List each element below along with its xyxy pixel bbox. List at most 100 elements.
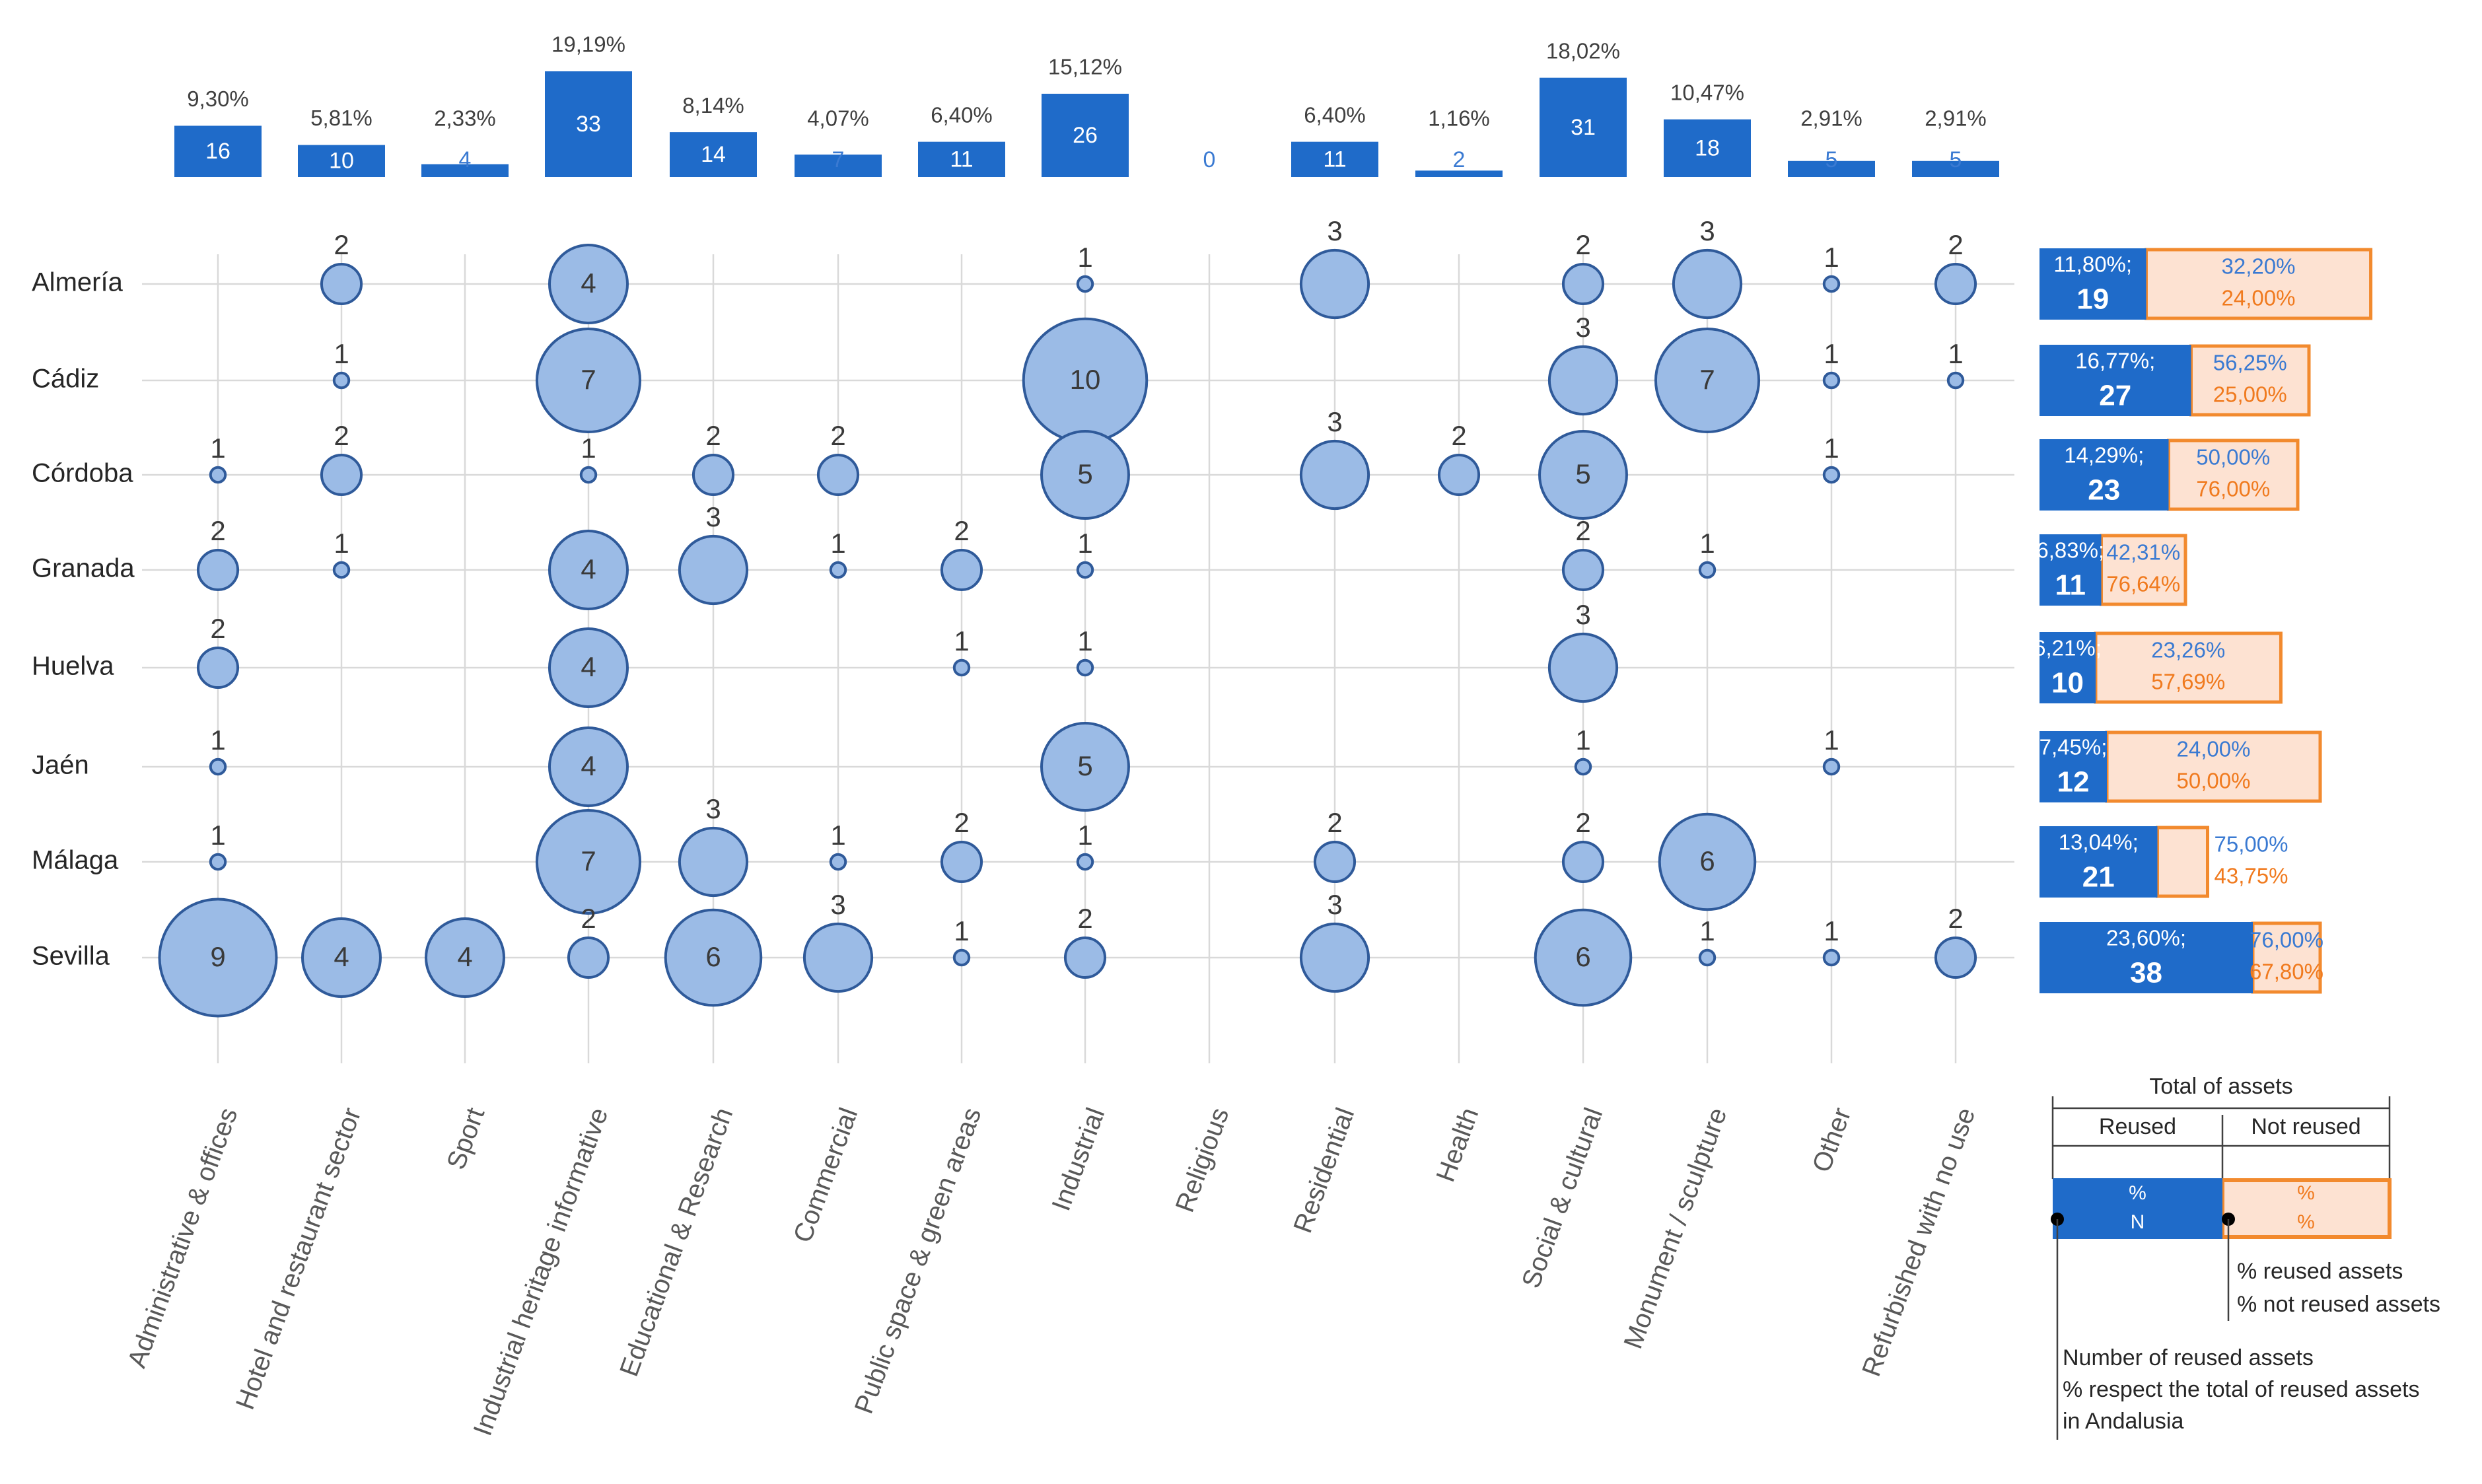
category-total-label: 18 [1695,135,1720,160]
reused-bar [2039,922,2253,993]
bubble [1040,722,1130,812]
bubble [1672,248,1743,320]
bubble [678,826,749,898]
category-total-label: 11 [1323,147,1346,172]
bubble [1822,948,1841,967]
not-reused-bar [2105,730,2322,803]
bubble [1547,632,1619,703]
category-total-label: 4 [459,147,472,172]
bubble-value-label: 5 [1077,458,1092,489]
category-total-bar [1788,160,1875,177]
legend-box-percent-orange-2: % [2297,1211,2315,1233]
reused-bar [2039,826,2158,898]
reused-percent-label: 23,60%; [2106,926,2186,950]
bubble [1076,561,1094,579]
bubble-value-label: 7 [581,364,596,395]
category-percent-label: 4,07% [807,106,869,131]
bubble-value-label: 2 [954,515,969,546]
category-percent-label: 8,14% [682,93,744,118]
bubble [1437,453,1481,497]
bubble [1934,936,1977,979]
bubble-value-label: 10 [1070,364,1101,395]
reused-share-label: 42,31% [2106,540,2180,565]
bubble [1063,936,1107,979]
reused-share-label: 76,00% [2250,928,2323,952]
bubble-value-label: 2 [1575,515,1590,546]
bubble-value-label: 9 [210,941,225,972]
reused-share-label: 50,00% [2196,445,2270,470]
reused-percent-label: 7,45%; [2039,735,2108,760]
category-total-bar [918,141,1005,177]
category-total-bar [174,125,262,177]
bubble-value-label: 2 [1575,807,1590,838]
legend-box-percent: % [2129,1182,2146,1204]
category-total-bar [545,71,632,177]
category-total-label: 11 [950,147,973,172]
category-axis-label: Hotel and restaurant sector [230,1104,367,1413]
category-axis-label: Health [1431,1104,1484,1186]
category-axis-label: Industrial heritage informative [468,1104,614,1440]
bubble-value-label: 2 [334,229,349,260]
not-reused-share-label: 25,00% [2213,382,2287,407]
bubble [332,371,351,390]
province-label: Sevilla [32,942,110,971]
bubble [1698,948,1717,967]
legend-note-andalusia: in Andalusia [2063,1409,2183,1434]
category-percent-label: 19,19% [551,32,625,57]
category-total-bar [1291,141,1378,177]
reused-bar [2039,731,2107,802]
bubble-value-label: 3 [1327,889,1342,920]
category-percent-label: 10,47% [1670,80,1744,104]
bubble-value-label: 2 [830,420,845,451]
bubble-value-label: 3 [705,501,721,532]
reused-share-label: 75,00% [2215,832,2288,857]
bubble [567,936,610,979]
bubble-value-label: 6 [705,941,721,972]
reused-percent-label: 16,77%; [2075,349,2155,373]
province-label: Jaén [32,751,89,780]
category-total-label: 14 [701,142,726,167]
legend-note-reused: % reused assets [2237,1259,2403,1284]
bubble-value-label: 1 [1077,625,1092,656]
bubble [664,908,763,1007]
bubble [1561,840,1605,884]
bubble [1534,908,1633,1007]
category-total-bar [1415,170,1503,177]
bubble [1313,840,1357,884]
bubble [548,244,629,324]
bubble-value-label: 1 [1575,724,1590,756]
reused-count-label: 27 [2099,380,2131,412]
reused-bar [2039,439,2169,511]
category-axis-label: Public space & green areas [849,1104,987,1418]
bubble [535,808,642,915]
reused-count-label: 21 [2082,861,2115,894]
category-percent-label: 2,91% [1800,106,1862,131]
category-axis-label: Industrial [1047,1104,1111,1215]
category-total-label: 7 [832,147,845,172]
bubble [1538,430,1628,520]
bubble [952,658,971,677]
category-axis-label: Sport [441,1104,490,1174]
province-label: Almería [32,268,124,297]
bubble [1822,758,1841,776]
bubble [548,627,629,708]
bubble [1822,371,1841,390]
category-total-label: 33 [576,112,601,137]
bubble [1574,758,1592,776]
reused-bar [2039,248,2146,320]
category-total-bar [795,155,882,177]
category-total-bar [421,164,509,177]
category-percent-label: 2,91% [1925,106,1987,131]
category-total-label: 26 [1073,123,1098,148]
bubble [1658,812,1757,911]
bubble-value-label: 1 [1948,338,1963,369]
bubble-value-label: 2 [1948,903,1963,934]
category-axis-label: Residential [1288,1104,1360,1237]
category-percent-label: 9,30% [187,87,249,111]
province-label: Cádiz [32,365,99,394]
bubble [829,853,847,871]
bubble [1934,262,1977,306]
category-total-label: 5 [1826,147,1838,172]
not-reused-bar [2156,826,2209,898]
bubble [816,453,860,497]
